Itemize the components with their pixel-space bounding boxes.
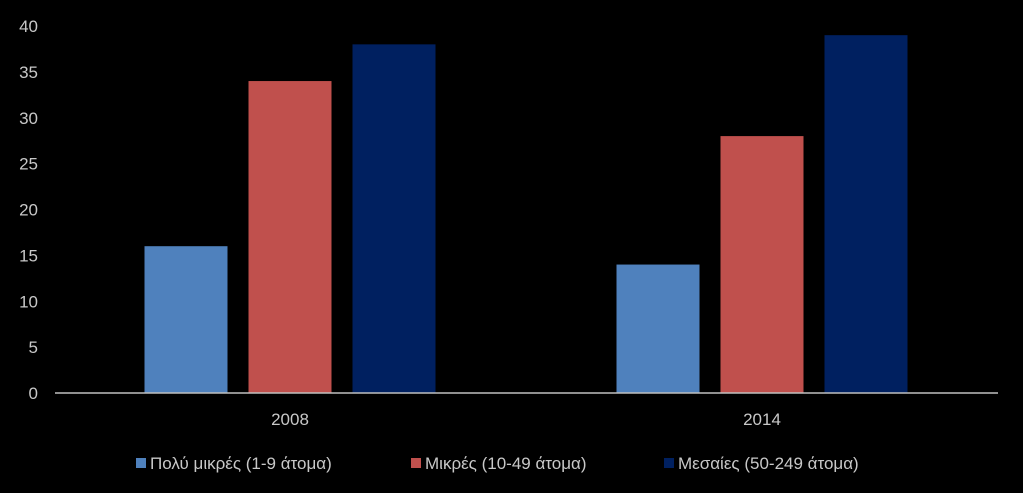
bar-2008-series-1 [144,246,228,393]
legend: Πολύ μικρές (1-9 άτομα) Μικρές (10-49 άτο… [136,454,859,473]
bars [144,35,908,394]
y-tick-label: 35 [19,63,38,82]
legend-swatch [664,458,674,468]
y-tick-label: 25 [19,155,38,174]
bar-2014-series-2 [720,136,804,393]
y-tick-label: 15 [19,246,38,265]
bar-2014-series-1 [616,264,700,393]
bar-2008-series-3 [352,44,436,393]
y-tick-label: 5 [29,338,38,357]
y-axis-tick-labels: 0 5 10 15 20 25 30 35 40 [19,17,38,403]
x-category-label: 2008 [271,410,309,429]
bar-2014-series-3 [824,35,908,394]
legend-label: Πολύ μικρές (1-9 άτομα) [150,454,332,473]
y-tick-label: 40 [19,17,38,36]
x-axis-category-labels: 2008 2014 [271,410,781,429]
legend-label: Μεσαίες (50-249 άτομα) [678,454,859,473]
legend-swatch [411,458,421,468]
legend-swatch [136,458,146,468]
y-tick-label: 30 [19,109,38,128]
y-tick-label: 20 [19,201,38,220]
bar-2008-series-2 [248,81,332,394]
y-tick-label: 0 [29,384,38,403]
x-category-label: 2014 [743,410,781,429]
legend-label: Μικρές (10-49 άτομα) [425,454,587,473]
y-tick-label: 10 [19,292,38,311]
